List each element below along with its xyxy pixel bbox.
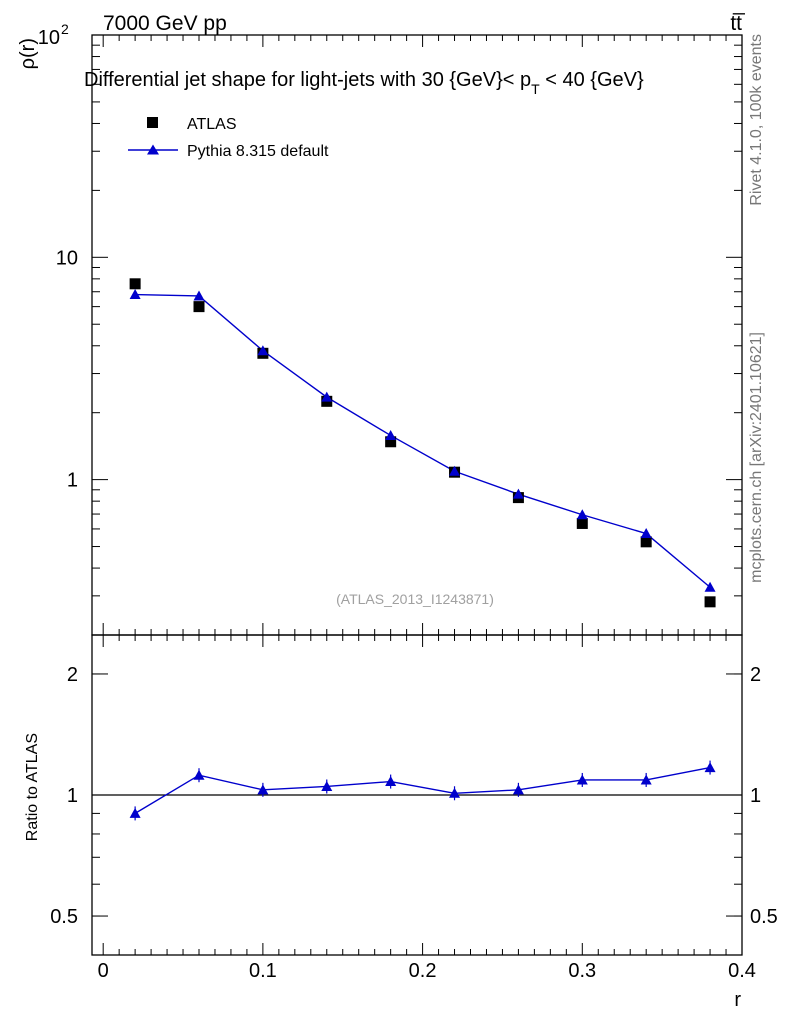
atlas-point xyxy=(129,278,141,290)
y-tick-label: 10 xyxy=(38,27,60,49)
main-series xyxy=(129,278,716,608)
x-tick-label: 0 xyxy=(98,960,109,982)
x-axis-label: r xyxy=(734,989,741,1011)
x-tick-label: 0.3 xyxy=(568,960,596,982)
ratio-y-tick-label: 1 xyxy=(67,785,78,807)
legend: ATLAS Pythia 8.315 default xyxy=(128,116,329,160)
ratio-point xyxy=(129,807,141,818)
ratio-point xyxy=(704,762,716,773)
rivet-version-label: Rivet 4.1.0, 100k events xyxy=(748,34,765,206)
atlas-point xyxy=(576,517,588,529)
legend-pythia-label: Pythia 8.315 default xyxy=(187,143,329,160)
y-tick-label: 1 xyxy=(67,470,78,492)
pythia-point xyxy=(321,391,333,402)
mcplots-label: mcplots.cern.ch [arXiv:2401.10621] xyxy=(748,332,765,583)
process-label: tt̅ xyxy=(730,12,746,35)
pythia-point xyxy=(193,290,205,301)
ratio-point xyxy=(576,774,588,785)
pythia-point xyxy=(704,581,716,592)
ratio-line xyxy=(134,766,711,814)
ratio-y-tick-label: 0.5 xyxy=(50,906,78,928)
energy-label: 7000 GeV pp xyxy=(103,12,227,35)
x-tick-label: 0.2 xyxy=(409,960,437,982)
pythia-point xyxy=(640,528,652,539)
ratio-point xyxy=(449,787,461,798)
ratio-series xyxy=(129,760,716,821)
ratio-y-tick-label: 2 xyxy=(67,664,78,686)
y-tick-label: 10 xyxy=(56,247,78,269)
ratio-point xyxy=(193,769,205,780)
x-tick-label: 0.1 xyxy=(249,960,277,982)
pythia-point xyxy=(576,509,588,520)
atlas-point xyxy=(704,596,716,608)
analysis-watermark: (ATLAS_2013_I1243871) xyxy=(336,591,494,607)
ratio-y-tick-label-right: 0.5 xyxy=(750,906,778,928)
pythia-point xyxy=(129,289,141,300)
pythia-point xyxy=(257,345,269,356)
ratio-point xyxy=(385,776,397,787)
legend-atlas-marker xyxy=(147,117,158,128)
legend-pythia-marker xyxy=(147,144,159,155)
pythia-point xyxy=(385,429,397,440)
pythia-point xyxy=(512,488,524,499)
main-y-axis-label: ρ(r) xyxy=(17,38,39,69)
ratio-point xyxy=(640,774,652,785)
atlas-point xyxy=(193,301,205,313)
legend-atlas-label: ATLAS xyxy=(187,116,237,133)
pythia-line xyxy=(135,293,711,588)
ratio-y-tick-label-right: 2 xyxy=(750,664,761,686)
ratio-point xyxy=(512,784,524,795)
x-tick-label: 0.4 xyxy=(728,960,756,982)
ratio-y-axis-label: Ratio to ATLAS xyxy=(24,733,41,841)
ratio-point xyxy=(321,780,333,791)
pythia-point xyxy=(449,465,461,476)
atlas-point xyxy=(640,536,652,548)
ratio-point xyxy=(257,784,269,795)
y-tick-exponent: 2 xyxy=(61,21,69,37)
atlas-point xyxy=(385,436,397,448)
ratio-y-tick-label-right: 1 xyxy=(750,785,761,807)
plot-title: Differential jet shape for light-jets wi… xyxy=(84,69,644,97)
